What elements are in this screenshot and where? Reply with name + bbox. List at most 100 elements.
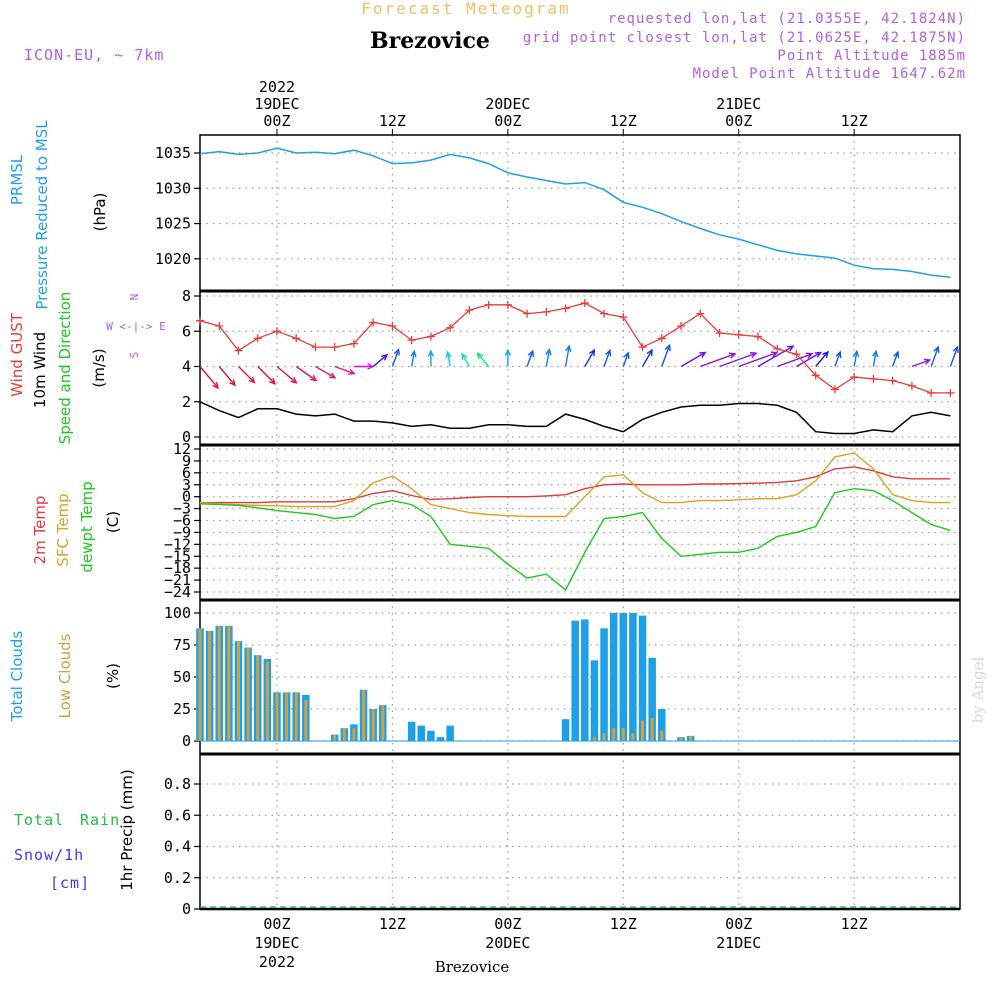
dewpt-line bbox=[199, 487, 951, 592]
wind-arrow-head bbox=[933, 345, 940, 353]
top-time-label: 21DEC bbox=[716, 95, 761, 113]
low-cloud-bar bbox=[602, 733, 606, 741]
top-time-label: 2022 bbox=[259, 78, 295, 96]
t2m-line bbox=[200, 466, 951, 504]
wind-arrow-head bbox=[605, 348, 612, 357]
temperature-ytick-label: −12 bbox=[164, 535, 191, 553]
wind-arrow bbox=[872, 351, 877, 367]
top-time-label: 00Z bbox=[725, 112, 752, 130]
gust-marker bbox=[677, 321, 686, 330]
total-cloud-bar bbox=[648, 657, 656, 741]
gust-marker bbox=[253, 334, 262, 343]
total-cloud-bar bbox=[427, 730, 435, 741]
sfc-temp-line bbox=[199, 452, 951, 518]
wind10m-line bbox=[199, 401, 951, 435]
wind-arrow-head bbox=[872, 349, 879, 358]
clouds-ytick-label: 75 bbox=[173, 636, 191, 654]
gridpoint-coords: grid point closest lon,lat (21.0625E, 42… bbox=[523, 30, 966, 46]
gust-marker bbox=[580, 299, 589, 308]
wind-y-ticks: 0 2 4 6 8 bbox=[182, 287, 200, 446]
pressure-panel: PRMSL Pressure Reduced to MSL (hPa) 1020… bbox=[8, 120, 951, 310]
chart-title: Forecast Meteogram bbox=[361, 0, 570, 18]
wind-arrow-head bbox=[310, 374, 318, 382]
wind-arrow-head bbox=[290, 377, 298, 384]
low-cloud-bar bbox=[217, 625, 221, 741]
precip-y-ticks: 0 0.2 0.4 0.6 0.8 bbox=[164, 775, 200, 918]
low-cloud-bar bbox=[371, 709, 375, 741]
wind-arrow-head bbox=[588, 348, 596, 357]
wind-arrow bbox=[545, 349, 551, 367]
total-cloud-bar bbox=[407, 721, 416, 741]
gust-marker bbox=[215, 321, 224, 330]
clouds-ytick-label: 0 bbox=[182, 732, 191, 750]
wind-arrow bbox=[892, 351, 899, 367]
outer-frame bbox=[199, 134, 961, 910]
precip-ytick-label: 0 bbox=[182, 900, 191, 918]
low-cloud-bar bbox=[352, 728, 356, 741]
low-clouds-label: Low Clouds bbox=[56, 633, 74, 718]
wind-arrow bbox=[410, 351, 416, 367]
pressure-ytick-label: 1035 bbox=[155, 144, 191, 162]
wind-arrow bbox=[853, 351, 858, 367]
gust-line bbox=[199, 302, 951, 394]
low-cloud-bar bbox=[246, 647, 250, 741]
model-point-altitude: Model Point Altitude 1647.62m bbox=[693, 66, 966, 82]
gust-marker bbox=[503, 300, 512, 309]
wind-arrow-head bbox=[787, 345, 795, 352]
wind-arrow-head bbox=[445, 350, 452, 359]
precip-ytick-label: 0.2 bbox=[164, 869, 191, 887]
gust-marker bbox=[811, 371, 820, 380]
total-clouds-label: Total Clouds bbox=[8, 631, 26, 723]
low-cloud-bar bbox=[208, 630, 212, 741]
gust-marker bbox=[927, 388, 936, 397]
wind-arrow-head bbox=[835, 350, 842, 359]
low-cloud-bar bbox=[294, 692, 298, 741]
gust-marker bbox=[561, 304, 570, 313]
bottom-time-label: 12Z bbox=[379, 915, 406, 933]
top-time-label: 12Z bbox=[610, 112, 637, 130]
wind-arrows bbox=[199, 343, 959, 390]
temperature-ytick-label: 12 bbox=[173, 440, 191, 458]
wind-arrow-head bbox=[565, 344, 572, 352]
wind-arrow-head bbox=[822, 350, 829, 358]
pressure-series bbox=[199, 147, 951, 278]
temperature-ytick-label: −9 bbox=[173, 523, 191, 541]
sfc-temp-label: SFC Temp bbox=[54, 493, 72, 566]
gust-marker bbox=[234, 346, 243, 355]
wind-arrow-head bbox=[328, 372, 337, 379]
total-cloud-bar bbox=[436, 737, 445, 741]
footer-location: Brezovice bbox=[435, 958, 510, 976]
wind-arrow-head bbox=[381, 353, 389, 361]
low-cloud-bar bbox=[612, 728, 616, 741]
bottom-time-label: 19DEC bbox=[254, 934, 299, 952]
wind-arrow bbox=[700, 353, 736, 368]
gust-marker bbox=[619, 313, 628, 322]
total-cloud-bar bbox=[600, 628, 608, 741]
wind-arrow-head bbox=[348, 368, 356, 375]
pressure-ytick-label: 1030 bbox=[155, 179, 191, 197]
total-cloud-bar bbox=[581, 619, 589, 741]
wind-arrow-head bbox=[814, 351, 823, 358]
wind-arrow bbox=[834, 351, 841, 367]
wind-arrow bbox=[257, 366, 276, 385]
wind-ytick-label: 8 bbox=[182, 287, 191, 305]
low-cloud-bar bbox=[265, 661, 269, 741]
wind-arrow bbox=[719, 352, 757, 368]
wind-arrow bbox=[391, 349, 400, 367]
wind-arrow-head bbox=[852, 349, 860, 358]
gust-marker bbox=[349, 339, 358, 348]
gust-marker bbox=[946, 388, 955, 397]
precip-ytick-label: 0.8 bbox=[164, 775, 191, 793]
wind-arrow-head bbox=[646, 348, 653, 357]
compass-s: S bbox=[128, 352, 141, 359]
low-cloud-bar bbox=[198, 628, 202, 741]
wind-arrow-head bbox=[269, 377, 277, 385]
gust-marker bbox=[869, 374, 878, 383]
top-time-label: 00Z bbox=[494, 112, 521, 130]
clouds-bars bbox=[196, 613, 960, 742]
dewpt-label: dewpt Temp bbox=[78, 481, 96, 572]
wind-arrow-head bbox=[699, 351, 707, 358]
wind-arrow-head bbox=[393, 347, 400, 356]
wind-arrow-head bbox=[476, 352, 484, 360]
